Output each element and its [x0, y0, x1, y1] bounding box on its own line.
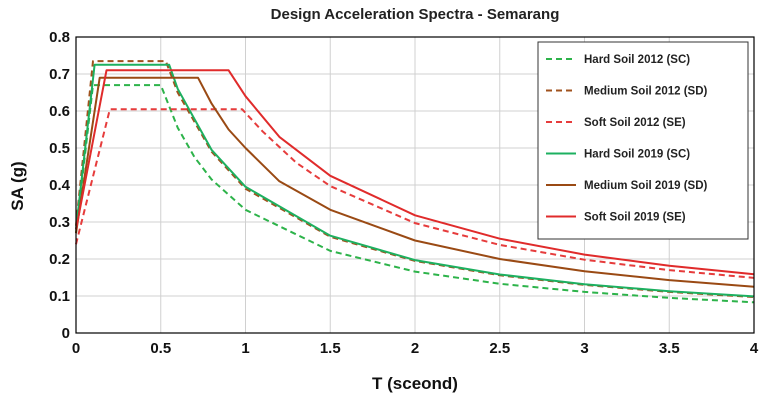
legend-label: Soft Soil 2019 (SE) — [584, 212, 686, 224]
series-line-1 — [75, 84, 755, 304]
y-tick-label: 0.2 — [49, 251, 70, 268]
y-tick-label: 0.1 — [49, 288, 70, 305]
legend-box — [537, 41, 749, 240]
x-tick-label: 0.5 — [150, 340, 171, 357]
series-line-4 — [75, 63, 755, 298]
y-tick-label: 0.8 — [49, 29, 70, 46]
legend-label: Medium Soil 2019 (SD) — [584, 180, 708, 192]
x-tick-label: 0 — [72, 340, 80, 357]
series-line-6 — [75, 69, 755, 276]
y-axis-label: SA (g) — [8, 161, 27, 210]
legend-label: Hard Soil 2012 (SC) — [584, 54, 690, 66]
y-tick-label: 0.5 — [49, 140, 70, 157]
legend: Hard Soil 2012 (SC) Medium Soil 2012 (SD)… — [537, 41, 749, 240]
series-line-5 — [75, 76, 755, 288]
series-line-3 — [75, 108, 755, 279]
legend-label: Hard Soil 2019 (SC) — [584, 149, 690, 161]
x-tick-label: 2.5 — [489, 340, 510, 357]
x-tick-labels: 0 0.5 1 1.5 2 2.5 3 3.5 4 — [72, 340, 759, 357]
x-tick-label: 3 — [580, 340, 588, 357]
x-tick-label: 4 — [750, 340, 759, 357]
y-tick-label: 0.3 — [49, 214, 70, 231]
x-tick-label: 1.5 — [320, 340, 341, 357]
y-tick-label: 0.4 — [49, 177, 71, 194]
y-tick-labels: 0 0.1 0.2 0.3 0.4 0.5 0.6 0.7 0.8 — [49, 29, 71, 342]
y-tick-label: 0.7 — [49, 66, 70, 83]
x-tick-label: 3.5 — [659, 340, 680, 357]
plot-frame — [75, 36, 755, 334]
x-tick-label: 2 — [411, 340, 419, 357]
legend-label: Soft Soil 2012 (SE) — [584, 117, 686, 129]
x-axis-label: T (sceond) — [372, 374, 458, 393]
legend-label: Medium Soil 2012 (SD) — [584, 86, 708, 98]
x-tick-label: 1 — [241, 340, 249, 357]
y-tick-label: 0 — [62, 325, 70, 342]
chart-title: Design Acceleration Spectra - Semarang — [271, 6, 560, 23]
y-tick-label: 0.6 — [49, 103, 70, 120]
series-lines — [75, 60, 755, 304]
